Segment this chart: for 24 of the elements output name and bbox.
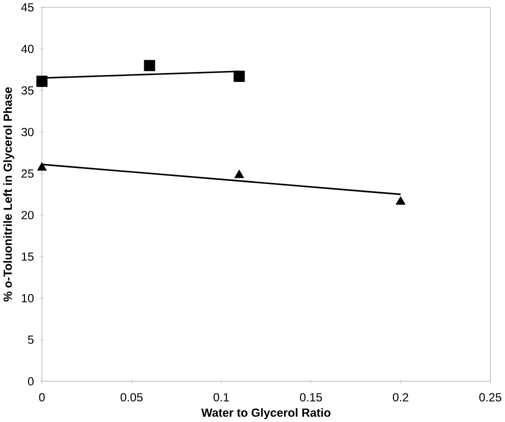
y-tick-label: 10 [22, 294, 34, 302]
x-tick-label: 0.1 [214, 392, 229, 402]
y-tick-label: 5 [28, 335, 34, 344]
point [37, 162, 47, 170]
y-tick-label: 25 [22, 169, 34, 178]
x-tick-label: 0.2 [392, 392, 408, 402]
y-axis-title: % o-Toluonitrile Left in Glycerol Phase [3, 87, 14, 302]
y-tick-label: 45 [21, 3, 34, 12]
point [396, 196, 406, 205]
y-tick-label: 0 [28, 376, 34, 386]
y-tick-label: 30 [21, 128, 34, 136]
point [234, 70, 245, 82]
point [36, 76, 48, 87]
y-tick-label: 40 [21, 44, 34, 53]
x-tick-label: 0 [39, 392, 45, 402]
y-tick-label: 20 [22, 210, 34, 220]
x-tick-label: 0.25 [479, 392, 502, 402]
x-tick-label: 0.15 [300, 392, 322, 402]
x-axis-title: Water to Glycerol Ratio [201, 408, 330, 419]
y-tick-label: 35 [21, 86, 34, 94]
x-tick-label: 0.05 [120, 392, 143, 402]
point [234, 169, 244, 178]
point [144, 60, 156, 71]
y-tick-label: 15 [22, 252, 34, 261]
